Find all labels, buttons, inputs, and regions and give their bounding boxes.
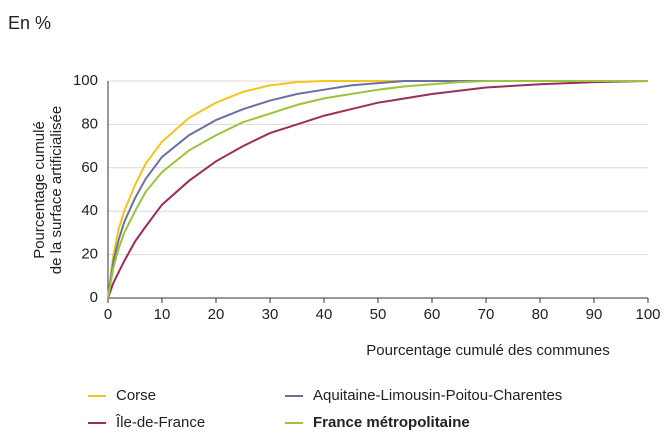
x-tick-label: 50 (370, 306, 387, 323)
x-tick-label: 20 (208, 306, 225, 323)
legend-label: Corse (116, 387, 156, 404)
y-axis-label: de la surface artificialisée (48, 106, 65, 274)
series-line (107, 80, 648, 299)
x-tick-label: 90 (586, 306, 603, 323)
y-tick-label: 0 (90, 289, 98, 306)
y-tick-label: 20 (81, 246, 98, 263)
y-tick-label: 40 (81, 202, 98, 219)
y-tick-label: 100 (73, 72, 98, 89)
subtitle: En % (8, 13, 51, 33)
series-line (107, 80, 648, 299)
legend-label: France métropolitaine (313, 414, 470, 431)
y-axis-label: Pourcentage cumulé (31, 121, 48, 259)
x-tick-label: 40 (316, 306, 333, 323)
series-line (107, 80, 649, 299)
x-tick-label: 100 (635, 306, 660, 323)
legend-label: Île-de-France (115, 414, 205, 431)
x-tick-label: 70 (478, 306, 495, 323)
x-tick-label: 0 (104, 306, 112, 323)
x-tick-label: 10 (154, 306, 171, 323)
x-tick-label: 80 (532, 306, 549, 323)
x-axis-label: Pourcentage cumulé des communes (366, 342, 609, 359)
legend-label: Aquitaine-Limousin-Poitou-Charentes (313, 387, 562, 404)
x-tick-label: 60 (424, 306, 441, 323)
y-tick-label: 80 (81, 115, 98, 132)
series-line (107, 80, 648, 299)
x-tick-label: 30 (262, 306, 279, 323)
y-tick-label: 60 (81, 159, 98, 176)
